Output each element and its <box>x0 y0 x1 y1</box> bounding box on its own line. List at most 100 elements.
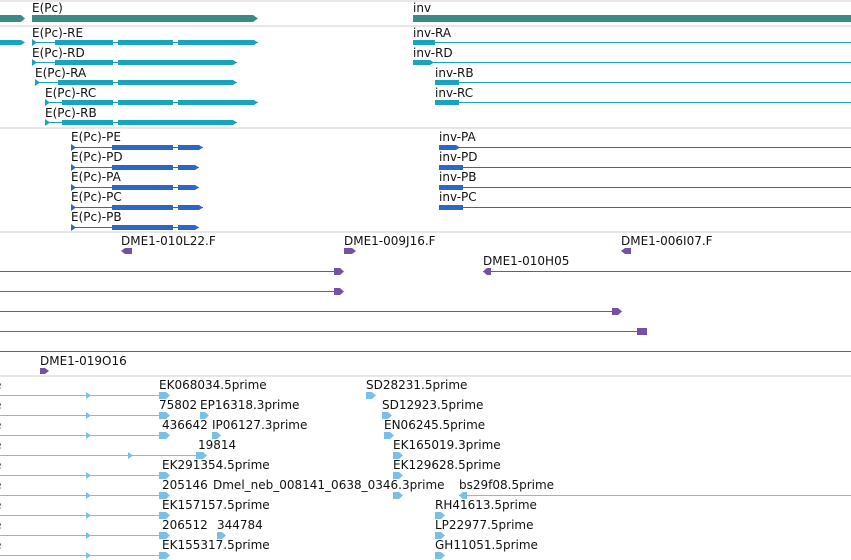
est-gh11051[interactable]: GH11051.5prime <box>435 538 538 559</box>
protein-exon[interactable] <box>112 225 173 230</box>
transcript-exon[interactable] <box>118 80 237 85</box>
transcript-exon[interactable] <box>0 40 25 45</box>
clone-dme1-010h05[interactable]: DME1-010H05 <box>483 254 851 275</box>
est-glyph[interactable] <box>159 412 170 419</box>
protein-inv-pc[interactable]: inv-PC <box>439 190 851 210</box>
est-glyph[interactable] <box>366 392 376 399</box>
clone-glyph[interactable] <box>637 328 647 335</box>
est-436642[interactable]: 436642 <box>159 418 208 439</box>
transcript-exon[interactable] <box>435 100 459 105</box>
protein-exon[interactable] <box>178 165 199 170</box>
est-glyph[interactable] <box>159 432 170 439</box>
gene-glyph[interactable] <box>0 15 25 22</box>
est-ek129628[interactable]: EK129628.5prime <box>393 458 501 479</box>
gene-glyph[interactable] <box>413 15 851 22</box>
gene-glyph[interactable] <box>32 15 258 22</box>
transcript-epc-rb[interactable]: E(Pc)-RB <box>45 106 237 126</box>
transcript-exon[interactable] <box>178 100 258 105</box>
gene-feature-inv[interactable]: inv <box>413 1 851 22</box>
est-lp22977[interactable]: LP22977.5prime <box>435 518 534 539</box>
est-sd12923[interactable]: SD12923.5prime <box>382 398 483 419</box>
est-sd28231[interactable]: SD28231.5prime <box>366 378 467 399</box>
est-glyph[interactable] <box>196 452 207 459</box>
est-glyph[interactable] <box>435 532 445 539</box>
transcript-epc-rc[interactable]: E(Pc)-RC <box>45 86 258 106</box>
transcript-exon[interactable] <box>55 60 113 65</box>
protein-exon[interactable] <box>112 145 173 150</box>
transcript-exon[interactable] <box>58 80 113 85</box>
transcript-exon[interactable] <box>55 40 113 45</box>
transcript-exon[interactable] <box>118 120 237 125</box>
protein-epc-pc[interactable]: E(Pc)-PC <box>71 190 203 211</box>
clone-glyph[interactable] <box>334 268 344 275</box>
est-glyph[interactable] <box>393 452 403 459</box>
clone-glyph[interactable] <box>612 308 622 315</box>
est-ek068034[interactable]: EK068034.5prime <box>159 378 267 399</box>
est-bs29f08[interactable]: bs29f08.5prime <box>459 478 851 499</box>
protein-exon[interactable] <box>439 145 460 150</box>
clone-glyph[interactable] <box>483 268 491 275</box>
transcript-epc-rd[interactable]: E(Pc)-RD <box>32 46 237 66</box>
transcript-exon[interactable] <box>413 60 434 65</box>
protein-exon[interactable] <box>112 165 173 170</box>
est-ek165019[interactable]: EK165019.3prime <box>393 438 501 459</box>
clone-span-row-3[interactable] <box>0 308 622 315</box>
est-ip06127[interactable]: IP06127.3prime <box>212 418 307 439</box>
protein-inv-pd[interactable]: inv-PD <box>439 150 851 170</box>
est-glyph[interactable] <box>384 432 394 439</box>
protein-epc-pa[interactable]: E(Pc)-PA <box>71 170 199 191</box>
protein-epc-pd[interactable]: E(Pc)-PD <box>71 150 199 171</box>
est-glyph[interactable] <box>159 552 170 559</box>
est-344784[interactable]: 344784 <box>217 518 263 539</box>
est-glyph[interactable] <box>159 492 170 499</box>
gene-feature-left-partial[interactable] <box>0 15 25 22</box>
est-glyph[interactable] <box>159 392 170 399</box>
est-ep16318[interactable]: EP16318.3prime <box>200 398 299 419</box>
est-glyph[interactable] <box>159 512 170 519</box>
clone-glyph[interactable] <box>334 288 344 295</box>
transcript-inv-rb[interactable]: inv-RB <box>435 66 851 85</box>
protein-exon[interactable] <box>178 145 203 150</box>
est-glyph[interactable] <box>217 532 226 539</box>
est-glyph[interactable] <box>212 432 221 439</box>
protein-exon[interactable] <box>178 225 199 230</box>
transcript-epc-re[interactable]: E(Pc)-RE <box>32 26 258 46</box>
est-glyph[interactable] <box>159 532 170 539</box>
transcript-exon[interactable] <box>435 80 459 85</box>
transcript-inv-rd[interactable]: inv-RD <box>413 46 851 65</box>
est-ek155317[interactable]: EK155317.5prime <box>159 538 270 559</box>
transcript-exon[interactable] <box>62 100 113 105</box>
transcript-exon[interactable] <box>118 100 173 105</box>
est-glyph[interactable] <box>435 552 445 559</box>
clone-glyph[interactable] <box>40 368 49 374</box>
clone-dme1-010l22[interactable]: DME1-010L22.F <box>121 234 216 254</box>
clone-dme1-006i07[interactable]: DME1-006I07.F <box>621 234 713 254</box>
est-en06245[interactable]: EN06245.5prime <box>384 418 485 439</box>
est-19814[interactable]: 19814 <box>196 438 236 459</box>
protein-epc-pb[interactable]: E(Pc)-PB <box>71 210 199 231</box>
clone-span-row-4[interactable] <box>0 328 647 335</box>
transcript-inv-rc[interactable]: inv-RC <box>435 86 851 105</box>
clone-glyph[interactable] <box>621 248 631 254</box>
protein-exon[interactable] <box>112 205 173 210</box>
transcript-exon[interactable] <box>413 40 435 45</box>
est-75802[interactable]: 75802 <box>159 398 197 419</box>
clone-span-row-2[interactable] <box>0 288 344 295</box>
clone-dme1-019o16[interactable]: DME1-019O16 <box>40 354 127 374</box>
est-206512[interactable]: 206512 <box>159 518 208 539</box>
transcript-epc-ra[interactable]: E(Pc)-RA <box>35 66 237 86</box>
transcript-exon[interactable] <box>62 120 113 125</box>
gene-feature-epc[interactable]: E(Pc) <box>32 1 258 22</box>
est-glyph[interactable] <box>435 512 445 519</box>
protein-exon[interactable] <box>439 165 463 170</box>
transcript-left-partial[interactable] <box>0 40 25 45</box>
est-rh41613[interactable]: RH41613.5prime <box>435 498 537 519</box>
est-glyph[interactable] <box>159 472 170 479</box>
transcript-exon[interactable] <box>118 40 173 45</box>
est-205146[interactable]: 205146 <box>159 478 208 499</box>
transcript-inv-ra[interactable]: inv-RA <box>413 26 851 45</box>
clone-dme1-009j16[interactable]: DME1-009J16.F <box>344 234 436 254</box>
protein-inv-pb[interactable]: inv-PB <box>439 170 851 190</box>
protein-inv-pa[interactable]: inv-PA <box>439 130 851 150</box>
protein-exon[interactable] <box>439 185 463 190</box>
